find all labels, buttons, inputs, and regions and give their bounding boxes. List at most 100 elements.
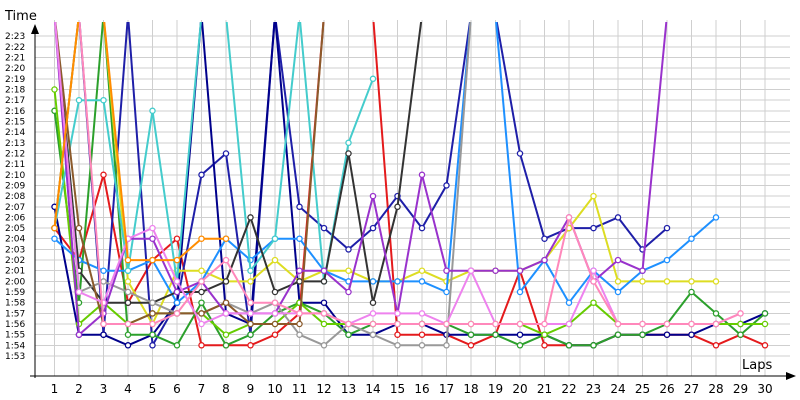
data-point	[688, 278, 695, 285]
data-point	[761, 310, 769, 317]
y-tick-label: 2:22	[5, 43, 25, 53]
data-point	[100, 278, 107, 285]
data-point	[320, 320, 328, 328]
data-point	[467, 320, 475, 328]
grid	[35, 20, 790, 376]
data-point	[712, 278, 720, 285]
data-point	[149, 310, 156, 317]
y-tick-label: 2:14	[5, 128, 25, 138]
y-tick-label: 2:17	[5, 96, 25, 106]
x-tick-label: 4	[124, 382, 132, 396]
data-point	[688, 235, 695, 242]
data-point	[124, 267, 132, 274]
data-point	[222, 342, 230, 349]
data-point	[443, 320, 450, 328]
data-point	[149, 107, 156, 115]
data-point	[369, 192, 377, 200]
data-point	[369, 320, 377, 328]
data-point	[100, 320, 107, 328]
data-point	[271, 310, 279, 317]
data-point	[149, 342, 156, 349]
data-point	[369, 75, 377, 83]
x-tick-label: 19	[488, 382, 503, 396]
series-11	[54, 22, 325, 328]
data-point	[712, 342, 720, 349]
x-tick-label: 30	[757, 382, 772, 396]
data-point	[590, 192, 597, 200]
data-point	[198, 235, 205, 242]
data-point	[222, 331, 230, 338]
data-point	[369, 310, 377, 317]
data-point	[418, 267, 426, 274]
series-line	[54, 22, 325, 325]
data-point	[198, 278, 205, 285]
data-point	[296, 203, 303, 211]
data-point	[418, 171, 426, 179]
data-point	[418, 342, 426, 349]
data-point	[467, 267, 475, 274]
data-point	[222, 278, 230, 285]
series-line	[54, 22, 423, 304]
data-point	[418, 310, 426, 317]
x-tick-label: 2	[75, 382, 83, 396]
data-point	[590, 267, 597, 274]
data-point	[565, 342, 573, 349]
series-1	[51, 22, 769, 349]
data-point	[124, 299, 132, 306]
data-point	[124, 320, 132, 328]
data-point	[737, 310, 744, 317]
y-tick-label: 2:11	[5, 160, 25, 170]
data-point	[541, 256, 548, 264]
data-point	[394, 278, 401, 285]
data-point	[149, 256, 156, 264]
data-point	[320, 267, 328, 274]
data-point	[173, 310, 181, 317]
y-tick-label: 1:57	[5, 309, 25, 319]
data-point	[75, 224, 83, 232]
y-tick-label: 2:04	[5, 235, 25, 245]
data-point	[639, 331, 646, 338]
data-point	[712, 320, 720, 328]
y-tick-label: 1:58	[5, 299, 25, 309]
data-point	[51, 86, 58, 93]
data-point	[100, 96, 107, 104]
data-point	[247, 267, 254, 274]
data-point	[271, 331, 279, 338]
y-tick-label: 2:19	[5, 75, 25, 85]
data-point	[296, 331, 303, 338]
data-point	[614, 288, 622, 296]
y-tick-label: 1:56	[5, 320, 25, 330]
data-point	[296, 235, 303, 242]
data-point	[173, 288, 181, 296]
x-tick-label: 16	[414, 382, 429, 396]
data-point	[124, 288, 132, 296]
data-point	[614, 256, 622, 264]
data-point	[369, 278, 377, 285]
series-4	[51, 22, 769, 349]
data-point	[345, 267, 352, 274]
data-point	[100, 331, 107, 338]
x-tick-label: 18	[463, 382, 478, 396]
y-axis-arrow-icon	[31, 24, 39, 34]
data-point	[222, 150, 230, 157]
data-point	[541, 235, 548, 242]
data-point	[590, 224, 597, 232]
y-tick-label: 2:03	[5, 245, 25, 255]
data-point	[614, 214, 622, 221]
data-point	[418, 278, 426, 285]
series-line	[53, 22, 668, 347]
data-point	[467, 342, 475, 349]
data-point	[394, 331, 401, 338]
data-point	[247, 214, 254, 221]
data-point	[296, 320, 303, 328]
x-tick-label: 5	[149, 382, 157, 396]
x-tick-label: 11	[292, 382, 307, 396]
data-point	[247, 331, 254, 338]
data-point	[247, 342, 254, 349]
data-point	[443, 342, 450, 349]
data-point	[688, 331, 695, 338]
data-point	[639, 267, 646, 274]
data-point	[198, 310, 205, 317]
x-tick-label: 9	[247, 382, 255, 396]
y-tick-label: 2:20	[5, 64, 25, 74]
